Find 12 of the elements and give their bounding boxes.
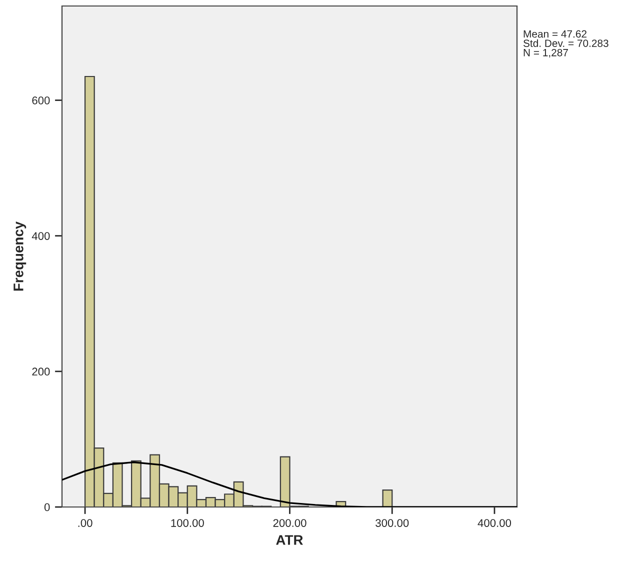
text: Mean = 47.62 Std. Dev. = 70.283 N = 1,287 [523,30,608,58]
x-tick-label: 200.00 [273,519,306,527]
y-tick-label: 200 [32,368,50,376]
x-tick-label: 300.00 [376,519,409,527]
y-tick-label: 400 [32,232,50,240]
y-tick-label: 600 [32,96,50,104]
y-tick-label: 0 [44,503,50,512]
x-axis-title: ATR [276,535,303,545]
x-tick-label: .00 [78,519,92,527]
x-tick-label: 100.00 [171,519,204,527]
y-axis-title: Frequency [14,221,26,291]
x-tick-label: 400.00 [478,519,512,527]
